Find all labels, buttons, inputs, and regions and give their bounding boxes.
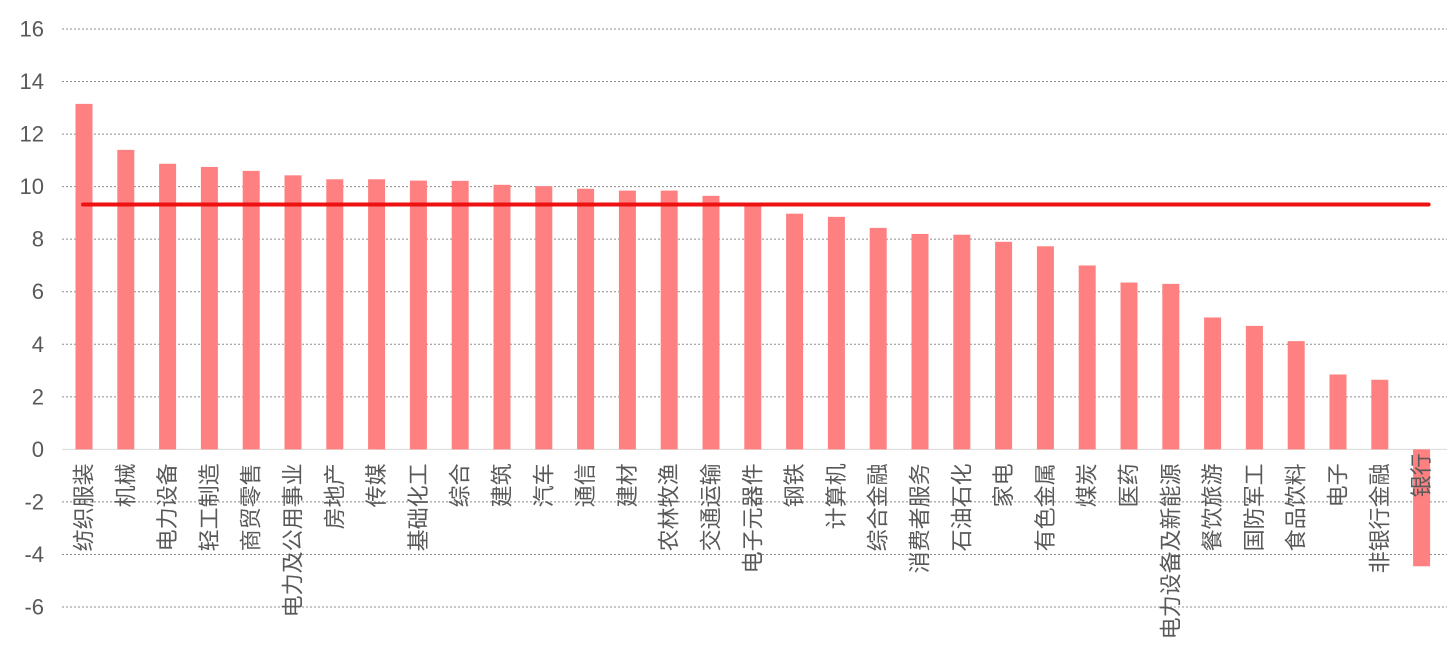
category-label: 钢铁 [783,463,808,507]
bar [409,180,427,450]
bar [1078,265,1096,450]
bar [744,203,762,450]
category-label: 电子元器件 [741,463,766,573]
category-label: 商贸零售 [240,463,265,551]
bar [242,170,260,450]
category-label: 纺织服装 [73,463,98,551]
category-label: 食品饮料 [1285,463,1310,551]
category-label: 传媒 [365,463,390,507]
y-tick-label: 4 [32,332,44,357]
category-label: 综合金融 [867,463,892,551]
y-tick-label: 16 [20,17,44,42]
category-label: 电子 [1327,463,1352,507]
bar [75,103,93,450]
category-label: 综合 [449,463,474,507]
bar [1287,341,1305,450]
category-label: 非银行金融 [1368,463,1393,573]
category-label: 建筑 [491,463,516,507]
category-label: 机械 [114,463,139,507]
bar [786,213,804,450]
category-label: 农林牧渔 [658,463,683,551]
y-tick-label: 14 [20,69,44,94]
category-label: 汽车 [532,463,557,507]
y-tick-label: -2 [24,489,44,514]
category-label: 交通运输 [700,463,725,551]
y-tick-label: -4 [24,542,44,567]
bar [869,227,887,450]
category-label: 石油石化 [950,463,975,551]
category-label: 银行 [1410,453,1435,497]
category-label: 轻工制造 [198,463,223,551]
bar [117,149,135,450]
bar [1245,325,1263,450]
y-axis-tick-labels: 16 14 12 10 8 6 4 2 0 -2 -4 -6 [20,17,44,620]
bar [451,180,469,450]
category-label: 通信 [574,463,599,507]
bar [159,163,177,450]
bar [995,241,1013,450]
y-tick-label: 0 [32,437,44,462]
bar [702,195,720,450]
bar [200,166,218,450]
category-label: 电力及公用事业 [282,463,307,617]
category-label: 建材 [616,463,641,507]
bar [618,190,636,450]
bar [535,186,553,450]
y-tick-label: 2 [32,384,44,409]
category-label: 计算机 [825,463,850,529]
bar [493,184,511,450]
category-label: 有色金属 [1034,463,1059,551]
y-tick-label: 10 [20,174,44,199]
category-label: 医药 [1118,463,1143,507]
bar [326,179,344,450]
y-tick-label: 8 [32,227,44,252]
bar [660,190,678,450]
category-label: 电力设备及新能源 [1159,463,1184,639]
bar [911,233,929,450]
bar [1329,374,1347,450]
bar [368,179,386,450]
category-label: 煤炭 [1076,463,1101,507]
bar [1204,317,1222,450]
category-label: 电力设备 [156,463,181,551]
y-tick-label: 6 [32,279,44,304]
bar [1162,283,1180,450]
bar [284,175,302,450]
bar [1036,246,1054,450]
bars [75,103,1431,567]
bar [827,216,845,450]
y-tick-label: 12 [20,122,44,147]
category-label: 餐饮旅游 [1201,463,1226,551]
bar [1371,379,1389,450]
bar [577,188,595,450]
bar [953,234,971,450]
category-label: 国防军工 [1243,463,1268,551]
bar [1413,449,1431,567]
y-tick-label: -6 [24,595,44,620]
bar [1120,282,1138,450]
category-label: 家电 [992,463,1017,507]
x-axis-tick-labels: 纺织服装 机械 电力设备 轻工制造 商贸零售 电力及公用事业 房地产 传媒 基础化工 综合 建筑 汽车… [73,453,1436,639]
category-label: 消费者服务 [909,463,934,573]
category-label: 房地产 [323,463,348,529]
category-label: 基础化工 [407,463,432,551]
